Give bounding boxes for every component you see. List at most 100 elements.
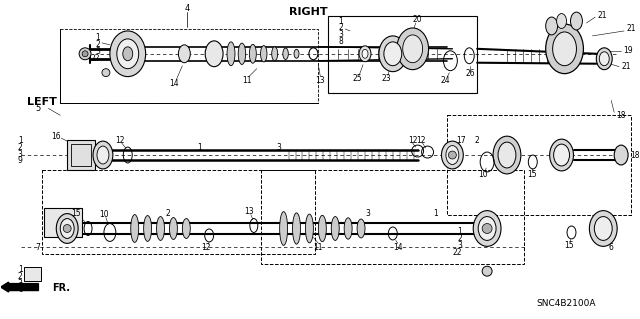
Ellipse shape [362, 49, 368, 58]
Bar [67, 140, 95, 170]
Ellipse shape [179, 45, 190, 63]
Bar [42, 170, 316, 254]
Ellipse shape [56, 214, 78, 243]
Text: 15: 15 [71, 209, 81, 218]
Ellipse shape [357, 219, 365, 238]
Ellipse shape [570, 12, 582, 30]
Text: 3: 3 [365, 209, 371, 218]
Text: 13: 13 [244, 207, 253, 216]
Ellipse shape [344, 218, 352, 239]
Text: 2: 2 [18, 272, 22, 281]
Text: 2: 2 [18, 143, 22, 152]
Ellipse shape [292, 213, 301, 244]
Ellipse shape [182, 219, 190, 238]
Ellipse shape [250, 44, 256, 63]
Circle shape [63, 225, 71, 233]
Text: 3: 3 [458, 241, 462, 250]
Text: 2: 2 [95, 40, 100, 49]
Text: 13: 13 [316, 76, 325, 85]
Text: 2: 2 [165, 209, 170, 218]
Ellipse shape [473, 211, 501, 246]
Circle shape [449, 151, 456, 159]
Ellipse shape [546, 17, 557, 35]
Ellipse shape [238, 43, 246, 64]
Ellipse shape [272, 47, 278, 61]
Bar [24, 267, 42, 281]
Ellipse shape [493, 136, 521, 174]
Text: 3: 3 [18, 150, 22, 159]
Bar [60, 29, 318, 103]
Ellipse shape [554, 144, 570, 166]
Text: RIGHT: RIGHT [289, 7, 328, 17]
Ellipse shape [97, 146, 109, 164]
Ellipse shape [614, 145, 628, 165]
Ellipse shape [557, 14, 566, 28]
Circle shape [482, 266, 492, 276]
Bar [447, 115, 631, 215]
Text: 19: 19 [623, 46, 633, 55]
Ellipse shape [294, 49, 299, 58]
Text: 1: 1 [197, 143, 202, 152]
Ellipse shape [442, 141, 463, 169]
Ellipse shape [60, 219, 74, 238]
Text: 12: 12 [115, 136, 125, 145]
Ellipse shape [93, 141, 113, 169]
Ellipse shape [110, 31, 146, 77]
Ellipse shape [318, 215, 326, 242]
Text: 21: 21 [597, 11, 607, 19]
Text: 22: 22 [90, 54, 100, 63]
Text: 14: 14 [170, 79, 179, 88]
Circle shape [102, 69, 110, 77]
Text: 15: 15 [527, 170, 536, 179]
Text: 3: 3 [18, 278, 22, 288]
Ellipse shape [359, 46, 371, 62]
Text: 4: 4 [185, 4, 190, 13]
Text: 11: 11 [314, 243, 323, 252]
Text: 1: 1 [95, 33, 100, 42]
Bar [328, 16, 477, 93]
Text: 10: 10 [478, 170, 488, 179]
Text: 3: 3 [339, 30, 343, 40]
Text: 17: 17 [456, 136, 466, 145]
Ellipse shape [589, 211, 617, 246]
Text: 25: 25 [352, 74, 362, 83]
Circle shape [482, 224, 492, 234]
Ellipse shape [131, 215, 139, 242]
Ellipse shape [283, 48, 289, 59]
Ellipse shape [446, 145, 459, 165]
Ellipse shape [143, 216, 152, 241]
Text: 5: 5 [36, 104, 41, 113]
Ellipse shape [332, 217, 339, 241]
Text: SNC4B2100A: SNC4B2100A [537, 300, 596, 308]
Text: 2: 2 [458, 234, 462, 243]
Text: 12: 12 [416, 136, 426, 145]
Text: 23: 23 [381, 74, 390, 83]
Ellipse shape [595, 217, 612, 241]
Ellipse shape [280, 211, 287, 245]
Ellipse shape [552, 32, 577, 66]
Text: 11: 11 [242, 76, 252, 85]
Text: 21: 21 [626, 25, 636, 33]
Text: 1: 1 [339, 17, 343, 26]
Bar [260, 170, 524, 264]
Ellipse shape [227, 42, 235, 66]
Text: 1: 1 [18, 265, 22, 274]
Text: 21: 21 [621, 62, 630, 71]
Ellipse shape [498, 142, 516, 168]
Ellipse shape [403, 35, 422, 63]
Text: 6: 6 [609, 243, 614, 252]
Text: 1: 1 [18, 136, 22, 145]
Text: 26: 26 [465, 69, 475, 78]
Text: 12: 12 [408, 136, 417, 145]
Ellipse shape [550, 139, 573, 171]
Text: 1: 1 [433, 209, 438, 218]
Ellipse shape [117, 39, 139, 69]
Text: 3: 3 [276, 143, 281, 152]
Bar [44, 208, 82, 237]
Circle shape [79, 48, 91, 60]
Text: 16: 16 [51, 132, 61, 141]
Text: 2: 2 [475, 136, 479, 145]
Text: 7: 7 [36, 243, 40, 252]
Ellipse shape [384, 42, 402, 66]
Text: 24: 24 [440, 76, 450, 85]
